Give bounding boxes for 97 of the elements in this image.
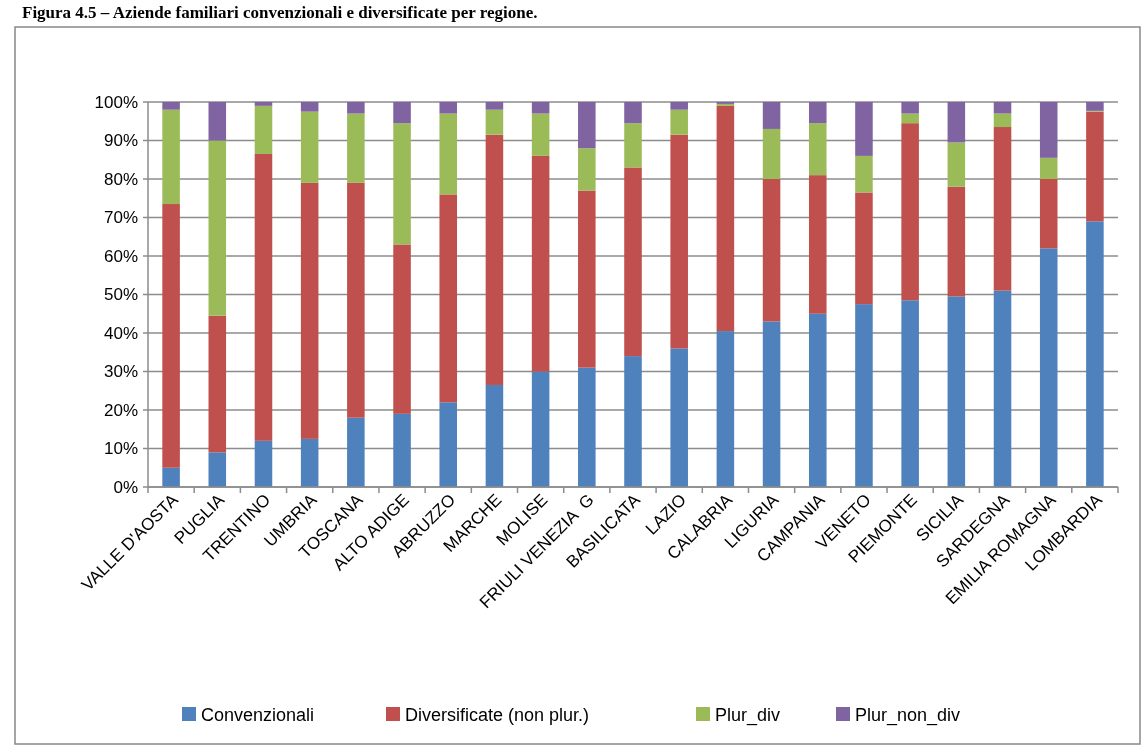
bar: [901, 113, 919, 124]
bar: [670, 134, 688, 349]
legend-label: Plur_div: [715, 705, 781, 727]
bar: [439, 102, 458, 114]
bar: [624, 167, 642, 357]
bar: [1039, 248, 1058, 487]
bar: [1039, 102, 1058, 158]
legend-label: Plur_non_div: [855, 705, 961, 727]
y-tick-label: 70%: [103, 208, 138, 228]
bar: [162, 102, 180, 110]
bar: [716, 105, 735, 332]
bar: [347, 113, 365, 183]
bar: [485, 102, 504, 110]
bar: [947, 142, 966, 187]
bar: [485, 384, 504, 487]
bar: [993, 113, 1012, 128]
bar: [947, 296, 966, 487]
y-tick-label: 80%: [103, 169, 138, 189]
bar: [993, 290, 1012, 487]
legend-label: Diversificate (non plur.): [405, 705, 590, 726]
bar: [439, 402, 458, 487]
bar: [347, 102, 365, 114]
bar: [578, 102, 596, 149]
bar: [300, 182, 319, 439]
bar: [1086, 102, 1104, 111]
bar: [300, 102, 319, 112]
y-tick-label: 90%: [103, 131, 138, 151]
bar: [855, 304, 873, 487]
y-tick-label: 20%: [103, 400, 138, 420]
bar: [762, 102, 781, 129]
bar: [808, 175, 827, 314]
bar: [716, 331, 735, 487]
bar: [1039, 179, 1058, 249]
bar: [762, 179, 781, 322]
y-tick-label: 100%: [94, 92, 138, 112]
bar: [439, 113, 458, 195]
bar: [578, 190, 596, 368]
bar: [254, 440, 273, 487]
bar: [855, 192, 873, 305]
bar: [531, 371, 550, 487]
bar: [208, 102, 227, 141]
bar: [855, 102, 873, 156]
bar: [393, 123, 411, 245]
bar: [208, 315, 227, 453]
bar: [254, 153, 273, 441]
bar: [993, 102, 1012, 114]
bar: [947, 186, 966, 297]
bar: [808, 313, 827, 487]
bar: [670, 102, 688, 110]
bar: [300, 111, 319, 183]
bar: [347, 182, 365, 418]
bar: [901, 123, 919, 301]
bar: [162, 204, 180, 468]
bar: [624, 102, 642, 124]
bar: [531, 113, 550, 156]
bar: [393, 244, 411, 414]
y-tick-label: 40%: [103, 323, 138, 343]
bar: [531, 102, 550, 114]
bar: [347, 417, 365, 487]
bar: [162, 467, 180, 487]
bar: [254, 102, 273, 106]
bar: [947, 102, 966, 143]
bar: [208, 140, 227, 316]
bar: [393, 102, 411, 124]
bar: [762, 321, 781, 487]
bar: [670, 109, 688, 135]
bar: [1086, 221, 1104, 487]
y-tick-label: 50%: [103, 285, 138, 305]
bar: [393, 413, 411, 487]
y-tick-label: 0%: [113, 477, 138, 497]
bar: [624, 356, 642, 487]
bar: [670, 348, 688, 487]
bar: [855, 155, 873, 193]
bar: [578, 367, 596, 487]
bar: [300, 438, 319, 487]
bar: [531, 155, 550, 372]
bar: [808, 102, 827, 124]
chart-title: Figura 4.5 – Aziende familiari convenzionali e diversificate per regione.: [22, 3, 538, 22]
bar: [993, 127, 1012, 291]
bar: [1039, 157, 1058, 179]
bar: [254, 105, 273, 154]
bar: [578, 148, 596, 191]
bar: [208, 452, 227, 487]
bar: [1086, 111, 1104, 222]
bar: [162, 109, 180, 205]
y-tick-label: 10%: [103, 439, 138, 459]
bar: [762, 128, 781, 179]
bar: [901, 300, 919, 487]
y-tick-label: 30%: [103, 362, 138, 382]
bar: [901, 102, 919, 114]
bar: [439, 194, 458, 403]
bar: [624, 123, 642, 168]
legend-label: Convenzionali: [201, 705, 315, 726]
bar: [485, 134, 504, 385]
y-tick-label: 60%: [103, 246, 138, 266]
bar: [485, 109, 504, 135]
bar: [808, 123, 827, 176]
